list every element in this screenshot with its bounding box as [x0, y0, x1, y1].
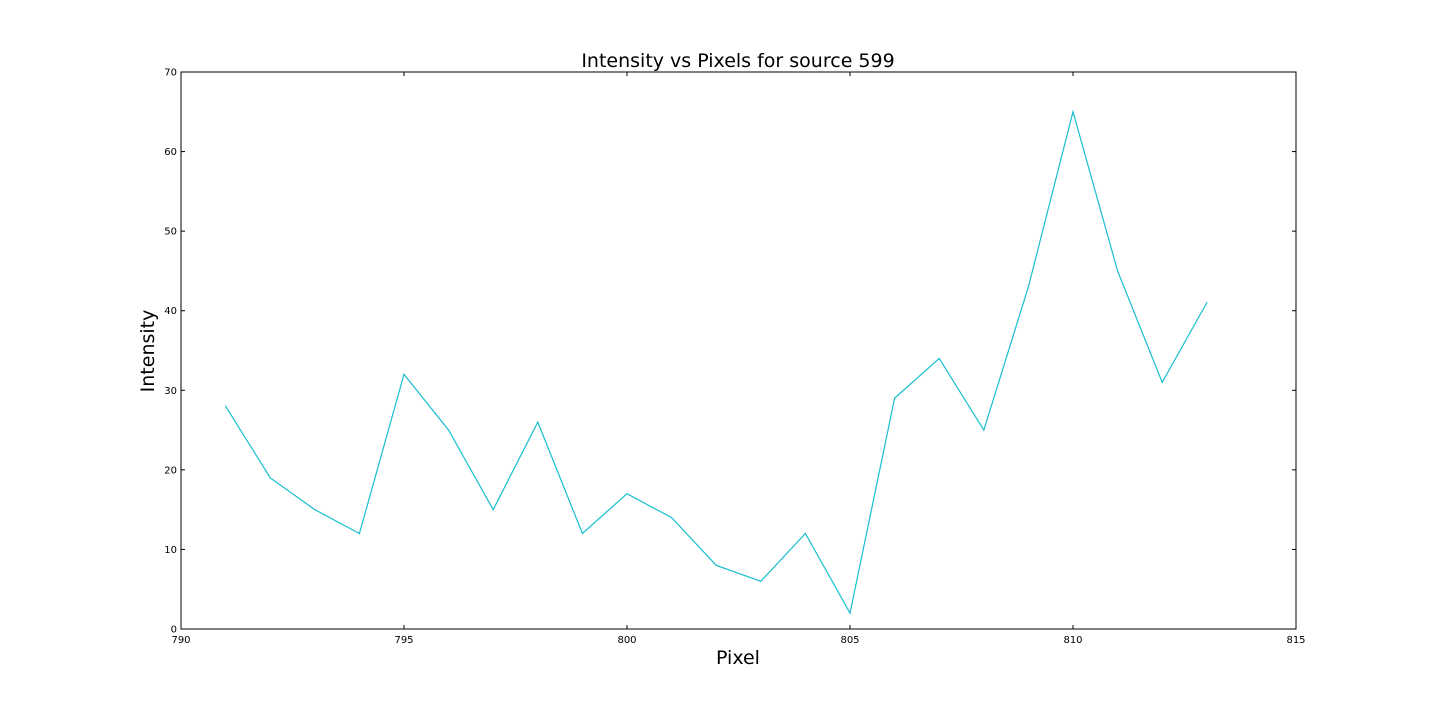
x-tick-label: 800: [617, 635, 636, 646]
data-point: [492, 509, 494, 511]
data-point: [1206, 302, 1208, 304]
data-point: [1072, 111, 1074, 113]
x-tick-label: 805: [840, 635, 859, 646]
data-point: [1161, 381, 1163, 383]
data-point: [849, 612, 851, 614]
x-tick-label: 815: [1286, 635, 1305, 646]
data-point: [1027, 286, 1029, 288]
y-tick-label: 0: [171, 625, 177, 636]
y-tick-label: 70: [164, 68, 177, 79]
y-axis-label: Intensity: [137, 310, 159, 393]
data-point: [1117, 270, 1119, 272]
x-tick-label: 790: [171, 635, 190, 646]
data-point: [448, 429, 450, 431]
data-point: [581, 532, 584, 535]
data-point: [225, 405, 227, 407]
data-point: [403, 373, 405, 375]
y-tick-label: 10: [164, 545, 177, 556]
data-point: [269, 477, 271, 479]
data-point: [314, 509, 316, 511]
data-point: [894, 397, 896, 399]
data-point: [626, 493, 628, 495]
y-tick-label: 40: [164, 306, 177, 317]
ticks-layer: 790 795 800 805 810 815 0 10 20 30 40 50 60 70: [164, 68, 1305, 647]
data-point: [358, 532, 360, 535]
y-tick-label: 30: [164, 386, 177, 397]
data-point: [983, 429, 985, 431]
x-tick-label: 810: [1063, 635, 1082, 646]
data-point: [804, 532, 807, 535]
plot-area: [180, 71, 1297, 630]
series-layer: [225, 109, 1208, 615]
data-point: [671, 517, 673, 519]
data-point: [760, 580, 762, 582]
y-tick-label: 20: [164, 465, 177, 476]
data-point: [715, 564, 717, 566]
data-point: [938, 357, 940, 360]
data-point: [537, 421, 539, 423]
x-axis-label: Pixel: [716, 647, 760, 669]
chart-title: Intensity vs Pixels for source 599: [581, 50, 894, 72]
y-tick-label: 50: [164, 227, 177, 238]
x-tick-label: 795: [394, 635, 413, 646]
y-tick-label: 60: [164, 147, 177, 158]
